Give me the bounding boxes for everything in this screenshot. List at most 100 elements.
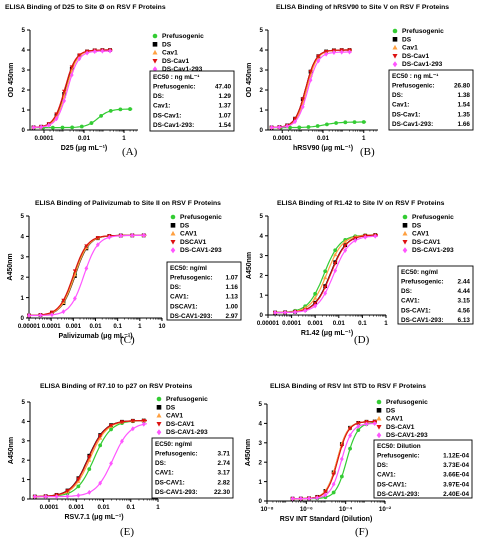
legend-marker <box>170 230 176 236</box>
data-point <box>87 455 92 459</box>
y-tick-label: 0 <box>22 127 26 134</box>
y-tick-label: 3 <box>260 253 264 260</box>
legend-label: DS-CAV1-293 <box>166 429 208 436</box>
ec50-header: EC50 : ng mL⁻¹ <box>392 73 438 80</box>
ec50-row-value: 2.97 <box>226 313 239 320</box>
y-tick-label: 0 <box>260 312 264 319</box>
y-tick-label: 5 <box>260 27 264 34</box>
ec50-table: EC50: ng/ml Prefusogenic: 2.44 DS: 4.44 CAV1:… <box>397 265 474 325</box>
ec50-row-value: 1.54 <box>219 122 232 129</box>
legend-marker <box>152 49 158 55</box>
data-point <box>283 309 288 315</box>
data-point <box>323 490 328 494</box>
legend-label: DS-Cav1-293 <box>162 66 203 73</box>
legend-marker <box>376 399 382 405</box>
y-tick-label: 2 <box>260 273 264 280</box>
series-curve <box>292 420 377 500</box>
data-point <box>69 72 74 78</box>
ec50-row-label: DSCAV1: <box>170 303 198 310</box>
data-point <box>98 443 103 448</box>
ec50-row-label: DS-CAV1-293: <box>155 489 198 496</box>
series-curve <box>275 234 378 314</box>
data-point <box>62 98 67 104</box>
legend-label: CAV1 <box>412 231 429 238</box>
legend-label: DS-CAV1-293 <box>180 247 222 254</box>
y-tick-label: 0 <box>259 498 263 505</box>
series-DS <box>273 233 378 315</box>
ec50-box <box>388 69 474 131</box>
x-tick-label: 10⁻⁸ <box>260 506 273 513</box>
data-point <box>298 496 303 502</box>
ec50-header: EC50: Dilution <box>377 443 421 450</box>
data-point <box>84 265 89 271</box>
legend-label: DS-CAV1 <box>386 424 415 431</box>
data-point <box>333 252 338 257</box>
x-tick-label: 0.001 <box>307 320 323 327</box>
data-point <box>130 232 135 238</box>
data-point <box>364 421 369 427</box>
panel-letter: (A) <box>122 146 138 158</box>
legend-label: DSCAV1 <box>180 239 207 246</box>
legend-label: DS-Cav1-293 <box>402 61 443 68</box>
y-axis-label: A450nm <box>245 439 252 466</box>
y-tick-label: 0 <box>21 315 25 322</box>
data-point <box>54 112 59 117</box>
x-axis-label: Palivizumab (μg mL⁻¹) <box>58 333 132 340</box>
legend-label: Cav1 <box>162 50 178 57</box>
x-tick-label: 0.1 <box>126 504 135 511</box>
ec50-box <box>166 261 242 321</box>
data-point <box>39 124 44 130</box>
series-DS-Cav1-293 <box>31 48 113 130</box>
ec50-row-value: 3.66E-04 <box>443 472 469 479</box>
y-axis-label: A450nm <box>8 437 15 464</box>
ec50-table: EC50: Dilution Prefusogenic: 1.12E-04 DS: 3.… <box>373 439 473 499</box>
ec50-row-label: DS: <box>155 460 166 467</box>
series-curve <box>275 235 378 314</box>
y-tick-label: 2 <box>260 87 264 94</box>
y-tick-label: 4 <box>259 421 263 428</box>
panel-letter: (E) <box>120 526 134 538</box>
data-point <box>333 248 338 253</box>
ec50-row-label: DS-CAV1-293: <box>401 317 444 324</box>
data-point <box>293 309 298 315</box>
data-point <box>323 290 328 296</box>
legend-label: Cav1 <box>402 45 418 52</box>
data-point <box>89 121 94 125</box>
data-point <box>76 484 81 489</box>
legend-marker <box>392 54 398 59</box>
legend-marker <box>156 429 162 436</box>
y-axis-label: A450nm <box>7 253 14 280</box>
data-point <box>130 426 135 432</box>
data-point <box>339 456 344 462</box>
ec50-table: EC50: ng/ml Prefusogenic: 3.71 DS: 2.74 CAV1:… <box>151 437 234 499</box>
data-point <box>60 125 65 130</box>
x-tick-label: 0.01 <box>97 504 110 511</box>
data-point <box>109 427 113 432</box>
ec50-row-label: Prefusogenic: <box>392 83 435 90</box>
chart-title: ELISA Binding of hRSV90 to Site V on RSV… <box>276 4 449 11</box>
x-tick-label: 0.001 <box>66 323 82 330</box>
data-point <box>348 446 352 451</box>
ec50-table: EC50 : ng mL⁻¹ Prefusogenic: 26.80 DS: 1.38 C… <box>388 69 474 131</box>
ec50-row-label: Prefusogenic: <box>155 451 198 458</box>
legend-label: DS <box>180 222 190 229</box>
ec50-box <box>151 437 234 499</box>
data-point <box>141 232 146 238</box>
data-point <box>76 477 81 482</box>
data-point <box>353 238 358 243</box>
series-DS-CAV1 <box>273 233 378 315</box>
x-tick-label: 1 <box>384 320 388 327</box>
series-CAV1 <box>273 232 378 315</box>
ec50-row-value: 1.13 <box>226 294 239 301</box>
ec50-row-value: 1.00 <box>226 303 239 310</box>
y-tick-label: 1 <box>21 295 25 302</box>
data-point <box>95 242 100 248</box>
series-DS-CAV1 <box>32 419 147 499</box>
data-point <box>77 53 82 58</box>
series-CAV1 <box>290 419 377 501</box>
data-point <box>306 125 311 129</box>
data-point <box>79 124 84 129</box>
